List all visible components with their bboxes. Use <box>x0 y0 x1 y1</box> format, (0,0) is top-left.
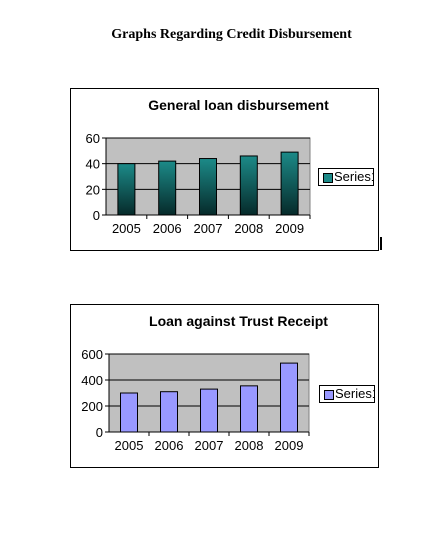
bar <box>239 155 258 216</box>
x-tick-label: 2006 <box>153 221 182 236</box>
bar <box>117 163 136 216</box>
y-tick-label: 0 <box>93 208 100 223</box>
x-tick-label: 2005 <box>112 221 141 236</box>
bar <box>280 362 298 433</box>
y-tick-label: 400 <box>81 373 103 388</box>
chart-legend: Series1 <box>318 168 374 186</box>
x-tick-label: 2009 <box>275 221 304 236</box>
x-tick-label: 2009 <box>275 438 304 453</box>
y-tick-label: 60 <box>86 131 100 146</box>
chart-plot: 0 200 400 600 2005 2006 2007 2008 2009 <box>81 347 310 453</box>
x-tick-label: 2008 <box>235 438 264 453</box>
y-tick-label: 600 <box>81 347 103 362</box>
y-tick-label: 200 <box>81 399 103 414</box>
page-title: Graphs Regarding Credit Disbursement <box>111 27 352 42</box>
chart-legend: Series1 <box>319 385 375 403</box>
x-tick-label: 2008 <box>234 221 263 236</box>
y-tick-label: 40 <box>86 157 100 172</box>
bar <box>200 388 218 433</box>
y-tick-label: 20 <box>86 182 100 197</box>
x-tick-label: 2007 <box>194 221 223 236</box>
bar <box>120 392 138 433</box>
chart-general-loan: General loan disbursement 0 20 40 60 2005 200… <box>70 88 379 251</box>
bar <box>160 391 178 433</box>
bar <box>158 160 177 216</box>
legend-label: Series1 <box>334 169 374 184</box>
x-tick-label: 2006 <box>155 438 184 453</box>
chart-title: General loan disbursement <box>148 97 329 113</box>
text-cursor <box>380 237 382 250</box>
bar <box>199 158 217 216</box>
chart-title: Loan against Trust Receipt <box>149 313 328 329</box>
bar <box>280 151 299 216</box>
chart-trust-receipt: Loan against Trust Receipt 0 200 400 600 200… <box>70 304 379 468</box>
bar <box>240 385 258 433</box>
y-tick-label: 0 <box>96 425 103 440</box>
legend-swatch <box>324 390 334 400</box>
legend-swatch <box>323 173 333 183</box>
x-tick-label: 2007 <box>195 438 224 453</box>
chart-plot: 0 20 40 60 2005 2006 2007 2008 2009 <box>86 131 311 236</box>
legend-label: Series1 <box>335 386 375 401</box>
x-tick-label: 2005 <box>115 438 144 453</box>
